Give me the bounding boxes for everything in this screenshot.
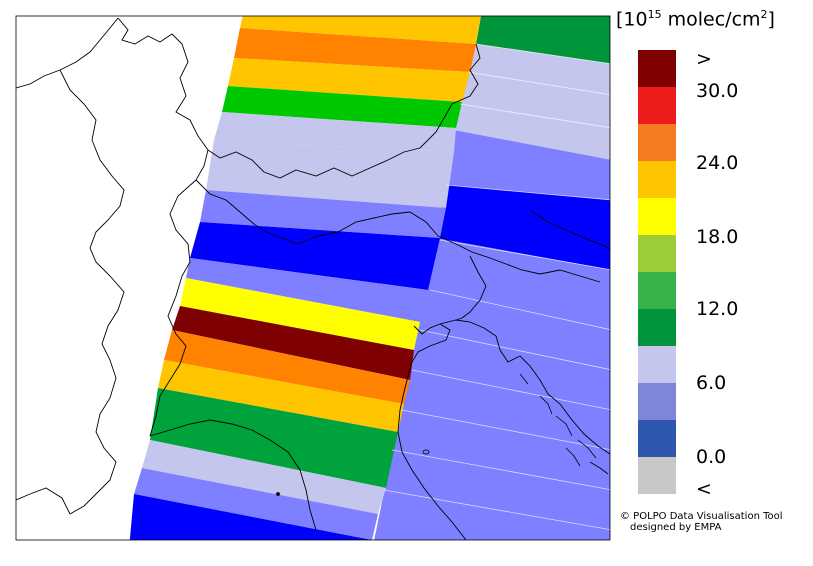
legend-swatch	[638, 124, 676, 161]
legend-swatch	[638, 235, 676, 272]
swath-cell	[186, 258, 428, 322]
legend-swatch	[638, 198, 676, 235]
swath-cell	[468, 44, 610, 95]
border-france-italy	[149, 179, 197, 437]
legend-title-exponent: 15	[647, 8, 662, 21]
legend-label: 0.0	[696, 446, 727, 468]
border-france-germany	[117, 17, 209, 151]
legend-label: 18.0	[696, 226, 739, 248]
border-italy-austria	[437, 235, 601, 283]
legend-swatch	[638, 457, 676, 494]
swath-cell	[436, 185, 610, 270]
legend-title-units: molec/cm	[661, 8, 761, 31]
swath-cell	[164, 330, 410, 404]
swath-cell	[234, 28, 476, 72]
coast-ligurian	[149, 419, 317, 531]
swath-cell	[206, 140, 454, 208]
swath-cell	[150, 388, 398, 488]
legend-swatch	[638, 272, 676, 309]
credit-line-1: © POLPO Data Visualisation Tool	[620, 511, 783, 522]
boundaries	[16, 17, 610, 540]
border-interior-west	[16, 17, 119, 89]
legend-swatch	[638, 161, 676, 198]
legend-label: 6.0	[696, 372, 727, 394]
swath-cell	[228, 58, 470, 102]
swath-cell	[129, 494, 372, 540]
border-alps-north	[207, 43, 481, 179]
swath-east	[374, 16, 610, 540]
swath-west	[129, 16, 481, 540]
swath-cell	[240, 16, 481, 44]
legend-title: [1015 molec/cm2]	[616, 8, 775, 30]
credit-line-2: designed by EMPA	[630, 522, 722, 533]
legend-swatch	[638, 50, 676, 87]
swath-cell	[200, 190, 446, 238]
swath-cell	[476, 16, 610, 64]
legend-swatch	[638, 420, 676, 457]
legend-title-units-exponent: 2	[760, 8, 768, 21]
legend-color-bar	[638, 50, 676, 494]
legend-label: 24.0	[696, 152, 739, 174]
legend-label: >	[696, 48, 712, 70]
swath-cell	[454, 104, 610, 160]
legend-label: 30.0	[696, 80, 739, 102]
legend-title-suffix: ]	[767, 8, 775, 31]
legend-label: <	[696, 478, 712, 500]
border-france-west	[59, 69, 125, 515]
legend-swatch	[638, 309, 676, 346]
swath-cell	[158, 360, 404, 432]
swath-cell	[180, 278, 420, 350]
coast-istria-croatia	[439, 319, 610, 455]
scan-lines	[383, 43, 610, 531]
map-frame-border	[15, 15, 611, 541]
swath-cell	[222, 86, 462, 128]
swath-cell	[446, 130, 610, 200]
swath-cell	[172, 306, 414, 380]
border-interior-sw	[16, 487, 71, 515]
legend-swatch	[638, 346, 676, 383]
swath-cell	[460, 72, 610, 128]
border-switzerland-south	[195, 149, 439, 245]
satellite-swath	[16, 16, 610, 540]
border-austria-hungary	[529, 209, 610, 250]
legend-swatch	[638, 87, 676, 124]
border-slovenia	[455, 255, 487, 321]
legend-swatch	[638, 383, 676, 420]
swath-cell	[214, 112, 456, 152]
islands	[276, 373, 609, 496]
swath-cell	[190, 222, 440, 290]
swath-cell	[142, 440, 386, 514]
legend-title-prefix: [10	[616, 8, 648, 31]
swath-cell	[374, 238, 610, 540]
legend-label: 12.0	[696, 298, 739, 320]
credit-text: © POLPO Data Visualisation Tool designed…	[620, 511, 783, 533]
swath-cell	[134, 468, 378, 540]
